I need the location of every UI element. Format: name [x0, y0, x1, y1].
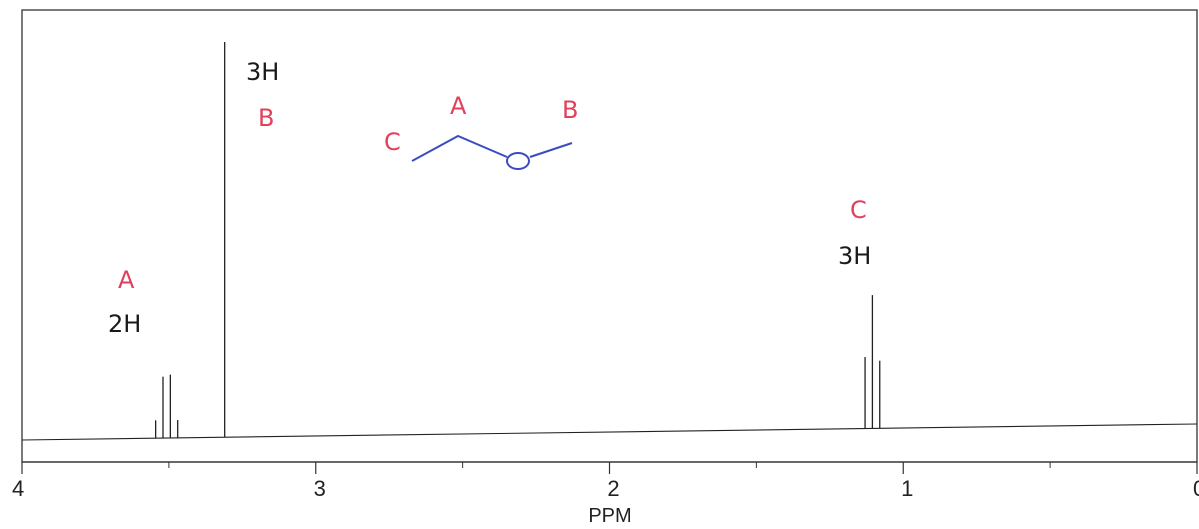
x-tick-labels: 4 3 2 1 0	[12, 476, 1199, 501]
annotation-c-integration: 3H	[838, 242, 871, 270]
x-tick-label-3: 3	[314, 476, 326, 501]
x-tick-label-1: 1	[901, 476, 913, 501]
annotation-b-letter: B	[258, 104, 274, 132]
x-tick-label-0: 0	[1193, 476, 1199, 501]
structure-label-b: B	[562, 96, 578, 124]
annotation-a-letter: A	[118, 266, 135, 294]
structure-bond-lines	[411, 134, 508, 162]
annotation-group-c: C 3H	[838, 196, 871, 270]
oxygen-atom-circle	[506, 152, 530, 170]
plot-frame	[21, 9, 1198, 463]
structure-label-c: C	[384, 128, 401, 156]
spectrum-baseline	[21, 423, 1198, 441]
x-tick-label-4: 4	[12, 476, 24, 501]
x-ticks	[21, 462, 1198, 474]
annotation-group-b: 3H B	[246, 58, 279, 132]
annotation-b-integration: 3H	[246, 58, 279, 86]
spectrum-peaks	[155, 42, 881, 439]
annotation-group-a: A 2H	[108, 266, 141, 338]
annotation-c-letter: C	[850, 196, 867, 224]
x-minor-ticks	[168, 462, 1051, 468]
molecule-structure-drawing: C A B	[384, 92, 578, 170]
x-axis-title: PPM	[588, 505, 631, 527]
structure-label-a: A	[450, 92, 467, 120]
x-tick-label-2: 2	[607, 476, 619, 501]
structure-bond-o-ch3	[529, 142, 573, 158]
annotation-a-integration: 2H	[108, 310, 141, 338]
